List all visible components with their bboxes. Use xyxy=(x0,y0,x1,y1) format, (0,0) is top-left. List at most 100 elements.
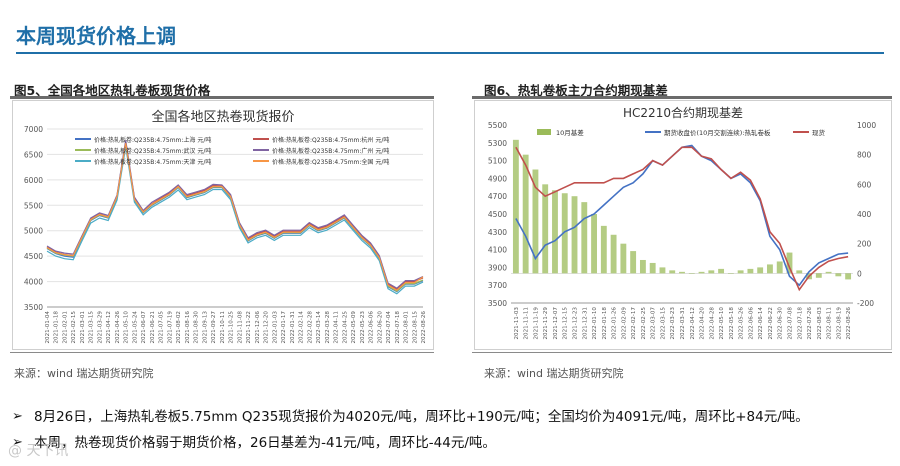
y2-tick-label: 400 xyxy=(857,210,872,219)
x-tick-label: 2021-12-31 xyxy=(582,307,588,340)
x-tick-label: 2021-11-11 xyxy=(524,307,530,340)
x-tick-label: 2022-02-09 xyxy=(621,307,627,340)
basis-bar xyxy=(659,267,666,274)
x-tick-label: 2021-07-19 xyxy=(167,311,173,344)
x-tick-label: 2022-08-15 xyxy=(412,311,418,344)
y-tick-label: 4700 xyxy=(488,192,507,201)
x-tick-label: 2022-03-07 xyxy=(651,307,657,340)
x-tick-label: 2022-01-18 xyxy=(602,307,608,340)
legend-label: 现货 xyxy=(812,128,826,137)
y-tick-label: 4500 xyxy=(24,252,43,261)
basis-chart: HC2210合约期现基差 3500 3700 3900 4100 4300 4500 4700… xyxy=(474,100,892,350)
legend-label: 价格:热轧板卷:Q235B:4.75mm:上海 元/吨 xyxy=(94,136,211,144)
x-tick-label: 2022-02-25 xyxy=(641,307,647,340)
x-tick-label: 2021-03-29 xyxy=(97,311,103,344)
series-line xyxy=(46,144,424,293)
bullet-arrow-icon: ➢ xyxy=(12,435,23,450)
basis-bar xyxy=(561,193,568,274)
x-tick-label: 2021-11-03 xyxy=(514,307,520,340)
x-tick-label: 2021-06-21 xyxy=(150,311,156,344)
basis-chart-svg: HC2210合约期现基差 3500 3700 3900 4100 4300 4500 4700… xyxy=(488,105,876,340)
legend-label: 价格:热轧板卷:Q235B:4.75mm:杭州 元/吨 xyxy=(272,136,389,144)
x-tick-label: 2022-05-09 xyxy=(351,311,357,344)
basis-bar xyxy=(639,259,646,274)
basis-bar xyxy=(669,270,676,274)
x-tick-label: 2022-02-17 xyxy=(631,307,637,340)
legend-label: 价格:热轧板卷:Q235B:4.75mm:广州 元/吨 xyxy=(272,147,389,155)
x-tick-label: 2022-05-10 xyxy=(719,307,725,340)
basis-bar xyxy=(688,273,695,274)
x-tick-label: 2022-02-28 xyxy=(307,311,313,344)
y-tick-label: 5500 xyxy=(24,201,43,210)
y-tick-label: 4300 xyxy=(488,228,507,237)
y-tick-label: 3900 xyxy=(488,263,507,272)
x-tick-label: 2022-04-20 xyxy=(700,307,706,340)
x-tick-label: 2022-06-22 xyxy=(768,307,774,340)
x-tick-label: 2022-03-15 xyxy=(660,307,666,340)
x-tick-label: 2021-12-06 xyxy=(255,311,261,344)
x-tick-label: 2021-10-11 xyxy=(220,311,226,344)
y-tick-label: 4100 xyxy=(488,246,507,255)
basis-bar xyxy=(532,169,539,274)
x-tick-label: 2021-04-12 xyxy=(106,311,112,344)
left-figure-rule xyxy=(10,96,434,99)
x-tick-label: 2021-02-01 xyxy=(62,311,68,344)
bullet-text: 8月26日，上海热轧卷板5.75mm Q235现货报价为4020元/吨，周环比+… xyxy=(34,409,809,425)
y2-tick-label: 600 xyxy=(857,180,872,189)
x-tick-label: 2021-09-27 xyxy=(211,311,217,344)
x-tick-label: 2021-11-19 xyxy=(533,307,539,340)
right-figure-rule xyxy=(472,96,892,99)
x-tick-label: 2022-04-25 xyxy=(342,311,348,344)
legend-label: 10月基差 xyxy=(556,128,584,137)
x-tick-label: 2022-01-31 xyxy=(290,311,296,344)
right-source: 来源：wind 瑞达期货研究院 xyxy=(484,367,624,380)
x-tick-label: 2022-02-14 xyxy=(299,311,305,344)
basis-bar xyxy=(718,268,725,274)
x-tick-label: 2022-08-26 xyxy=(421,311,427,344)
page-title: 本周现货价格上调 xyxy=(16,24,176,48)
x-tick-label: 2022-03-28 xyxy=(325,311,331,344)
y-tick-label: 5000 xyxy=(24,227,43,236)
x-tick-label: 2022-07-18 xyxy=(395,311,401,344)
legend-label: 价格:热轧板卷:Q235B:4.75mm:天津 元/吨 xyxy=(94,158,211,166)
regional-price-chart-svg: 全国各地区热卷现货报价 3500 4000 4500 5000 5500 6000 6500 7… xyxy=(24,109,427,344)
x-tick-label: 2022-01-26 xyxy=(612,307,618,340)
x-tick-label: 2022-08-03 xyxy=(817,307,823,340)
chart-title: 全国各地区热卷现货报价 xyxy=(151,109,294,125)
basis-bar xyxy=(845,273,852,280)
x-tick-label: 2021-10-25 xyxy=(229,311,235,344)
right-figure-title: 图6、热轧卷板主力合约期现基差 xyxy=(484,83,668,98)
x-tick-label: 2022-03-31 xyxy=(680,307,686,340)
bullet-text: 本周，热卷现货价格弱于期货价格，26日基差为-41元/吨，周环比-44元/吨。 xyxy=(34,435,496,451)
basis-bar xyxy=(786,252,793,274)
x-tick-label: 2022-07-26 xyxy=(807,307,813,340)
x-tick-label: 2021-04-26 xyxy=(115,311,121,344)
basis-bar xyxy=(649,262,656,274)
regional-price-chart: 全国各地区热卷现货报价 3500 4000 4500 5000 5500 6000 6500 7… xyxy=(12,100,434,350)
left-figure-title: 图5、全国各地区热轧卷板现货价格 xyxy=(14,83,211,98)
x-tick-label: 2021-12-23 xyxy=(573,307,579,340)
x-tick-label: 2021-01-18 xyxy=(54,311,60,344)
x-tick-label: 2021-12-07 xyxy=(553,307,559,340)
x-tick-label: 2022-08-19 xyxy=(836,307,842,340)
y2-tick-label: -200 xyxy=(857,299,874,308)
basis-bar xyxy=(591,214,597,274)
x-tick-label: 2021-02-15 xyxy=(71,311,77,344)
x-tick-label: 2021-06-07 xyxy=(141,311,147,344)
x-tick-label: 2021-11-22 xyxy=(246,311,252,344)
y2-tick-label: 200 xyxy=(857,240,872,249)
x-tick-label: 2022-08-26 xyxy=(846,307,852,340)
basis-bar xyxy=(796,270,803,274)
y-tick-label: 3500 xyxy=(24,303,43,312)
y-tick-label: 4900 xyxy=(488,174,507,183)
x-tick-label: 2022-04-11 xyxy=(334,311,340,344)
basis-bar xyxy=(737,270,744,274)
y2-tick-label: 1000 xyxy=(857,121,876,130)
x-tick-label: 2022-03-23 xyxy=(670,307,676,340)
x-tick-label: 2021-07-05 xyxy=(159,311,165,344)
legend-label: 期货收盘价(10月交割连续):热轧卷板 xyxy=(664,128,771,137)
x-tick-label: 2022-01-17 xyxy=(281,311,287,344)
x-tick-label: 2022-08-01 xyxy=(404,311,410,344)
legend-label: 价格:热轧板卷:Q235B:4.75mm:武汉 元/吨 xyxy=(94,147,211,155)
